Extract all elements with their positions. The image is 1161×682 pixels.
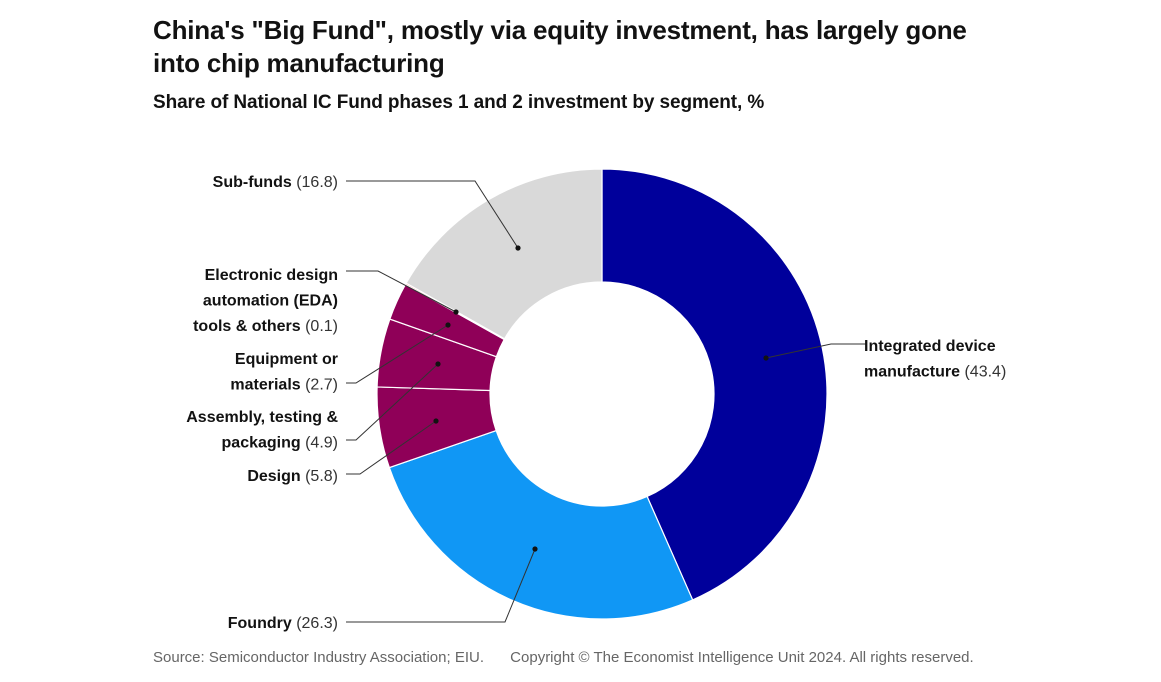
slice-value: (0.1)	[301, 318, 338, 335]
slice-value: (2.7)	[301, 377, 338, 394]
slice-integrated-device-manufacture	[601, 168, 828, 601]
leader-line	[346, 420, 437, 475]
slice-value: (4.9)	[301, 435, 338, 452]
source-note: Source: Semiconductor Industry Associati…	[153, 649, 484, 666]
slice-label: Equipment or materials (2.7)	[230, 351, 338, 394]
copyright-note: Copyright © The Economist Intelligence U…	[510, 649, 974, 666]
leader-dot	[453, 309, 459, 315]
leader-lines	[346, 180, 866, 623]
leader-dot	[532, 546, 538, 552]
leader-line	[346, 180, 519, 249]
chart-title: China's "Big Fund", mostly via equity in…	[153, 15, 967, 78]
slice-foundry	[388, 429, 694, 620]
slice-label: Foundry (26.3)	[228, 615, 338, 632]
slice-label: Electronic design automation (EDA) tools &…	[193, 267, 338, 335]
leader-dot	[433, 418, 439, 424]
slice-value: (16.8)	[292, 174, 338, 191]
slice-value: (5.8)	[301, 468, 338, 485]
donut-slices	[376, 168, 828, 620]
leader-dot	[435, 361, 441, 367]
leader-line	[346, 324, 449, 384]
slice-value: (26.3)	[292, 615, 338, 632]
slice-labels: Integrated device manufacture (43.4) Found…	[186, 174, 1006, 632]
slice-label: Sub-funds (16.8)	[213, 174, 338, 191]
slice-sub-funds	[405, 168, 603, 340]
chart-subtitle: Share of National IC Fund phases 1 and 2…	[153, 92, 765, 113]
slice-label: Design (5.8)	[247, 468, 338, 485]
leader-line	[346, 270, 457, 313]
leader-line	[346, 548, 536, 623]
leader-line	[346, 363, 439, 441]
leader-dot	[445, 322, 451, 328]
slice-value: (43.4)	[960, 364, 1006, 381]
footer: Source: Semiconductor Industry Associati…	[153, 649, 974, 666]
leader-line	[765, 343, 866, 359]
slice-label: Assembly, testing & packaging (4.9)	[186, 409, 338, 452]
leader-dot	[763, 355, 769, 361]
slice-label: Integrated device manufacture (43.4)	[864, 338, 1006, 381]
leader-dot	[515, 245, 521, 251]
